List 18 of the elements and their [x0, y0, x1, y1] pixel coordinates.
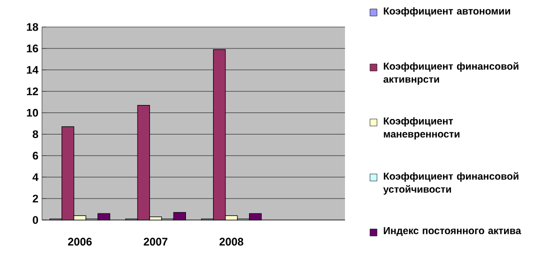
x-tick-label: 2008 — [220, 238, 244, 246]
y-tick-label: 16 — [26, 44, 38, 52]
legend-label: Индекс постоянного актива — [384, 227, 522, 236]
legend-label: Коэффициент финансовой активнрсти — [383, 62, 518, 85]
legend-label: Коэффициент автономии — [384, 7, 510, 17]
legend-label: Коэффициент маневренности — [384, 117, 460, 140]
y-tick-label: 18 — [26, 23, 38, 31]
y-tick-label: 10 — [26, 108, 38, 117]
y-tick-label: 0 — [32, 216, 38, 224]
y-tick-label: 4 — [32, 173, 38, 181]
legend-label: Коэффициент финансовой устойчивости — [383, 172, 518, 195]
x-tick-label: 2006 — [68, 238, 92, 246]
y-tick-label: 8 — [32, 130, 38, 138]
y-tick-label: 2 — [32, 194, 38, 202]
y-tick-label: 14 — [26, 66, 38, 74]
x-tick-label: 2007 — [144, 238, 168, 246]
y-tick-label: 12 — [26, 88, 38, 96]
y-tick-label: 6 — [32, 152, 38, 160]
